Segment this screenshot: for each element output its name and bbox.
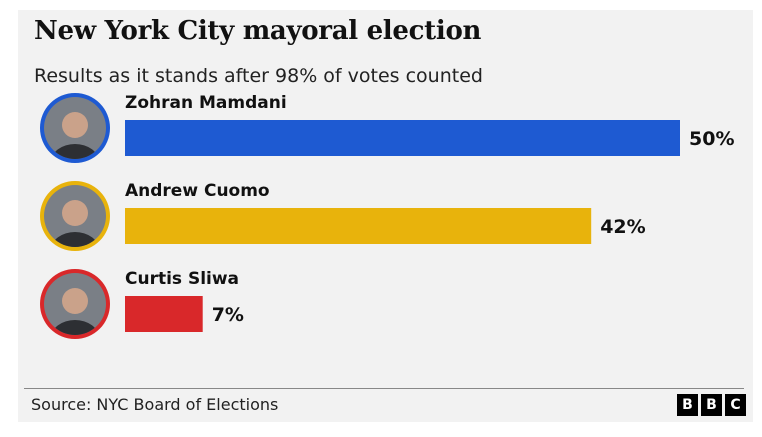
category-label: Andrew Cuomo: [125, 181, 270, 201]
value-label: 50%: [689, 128, 734, 150]
value-label: 42%: [600, 216, 645, 238]
bbc-logo: B B C: [677, 394, 746, 416]
category-label: Zohran Mamdani: [125, 93, 287, 113]
person-silhouette-icon: [51, 288, 99, 335]
chart-card: New York City mayoral election Results a…: [18, 10, 753, 422]
results-bar-chart: Zohran Mamdani 50% Andrew Cuomo 42% Curtis S…: [40, 93, 734, 339]
chart-subtitle: Results as it stands after 98% of votes …: [34, 65, 483, 87]
bar: [125, 120, 680, 156]
bbc-logo-block: B: [701, 394, 722, 416]
source-note: Source: NYC Board of Elections: [31, 395, 279, 414]
value-label: 7%: [212, 304, 244, 326]
bar: [125, 296, 203, 332]
bar: [125, 208, 592, 244]
chart-title: New York City mayoral election: [34, 16, 482, 46]
category-label: Curtis Sliwa: [125, 269, 239, 289]
bbc-logo-block: B: [677, 394, 698, 416]
person-silhouette-icon: [51, 112, 99, 159]
person-silhouette-icon: [51, 200, 99, 247]
footer-divider: [24, 388, 744, 389]
bbc-logo-block: C: [725, 394, 746, 416]
